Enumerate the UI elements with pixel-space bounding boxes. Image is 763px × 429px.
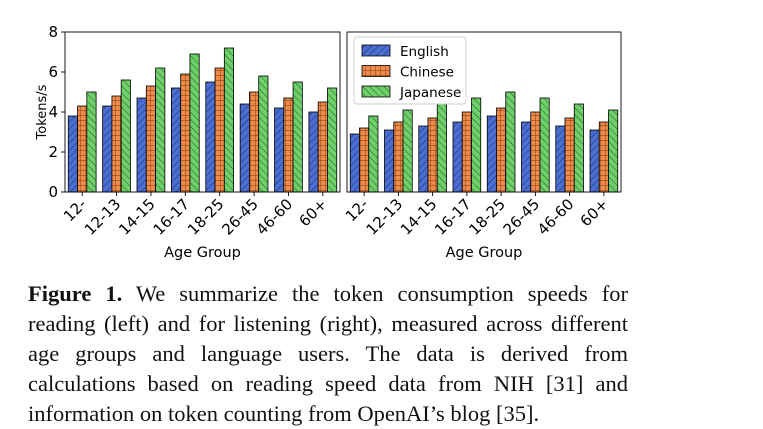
x-tick-label-18-25: 18-25 (184, 195, 228, 239)
legend-label-japanese: Japanese (399, 85, 461, 101)
bar-chinese-46-60-hatch (283, 97, 294, 193)
x-tick-label-60: 60+ (577, 195, 612, 230)
bar-english-46-60-hatch (555, 125, 566, 193)
bar-english-12-13-hatch (102, 105, 113, 193)
x-tick-label-26-45: 26-45 (218, 195, 262, 239)
bar-english-12-13-hatch (384, 129, 395, 193)
y-axis-label: Tokens/s (35, 84, 50, 140)
bar-chinese-12-hatch (359, 127, 370, 193)
x-tick-label-16-17: 16-17 (150, 195, 194, 239)
bar-japanese-26-45-hatch (539, 97, 550, 193)
bar-chinese-14-15-hatch (427, 117, 438, 193)
bar-chinese-18-25-hatch (496, 107, 507, 193)
bar-english-60-hatch (589, 129, 600, 193)
bar-japanese-60-hatch (327, 87, 338, 193)
y-tick-label-4: 4 (48, 103, 58, 121)
bar-japanese-12-hatch (86, 91, 97, 193)
bar-english-60-hatch (308, 111, 319, 193)
bar-japanese-12-hatch (368, 115, 379, 193)
legend-swatch-english-hatch (361, 44, 391, 57)
x-tick-label-12-13: 12-13 (363, 195, 407, 239)
x-tick-label-26-45: 26-45 (500, 195, 544, 239)
caption-label: Figure 1. (28, 281, 123, 306)
x-tick-label-16-17: 16-17 (431, 195, 475, 239)
legend-label-english: English (400, 44, 449, 60)
bar-japanese-18-25-hatch (223, 47, 235, 193)
bar-japanese-12-13-hatch (120, 79, 131, 193)
bar-japanese-14-15-hatch (155, 67, 166, 193)
x-tick-label-46-60: 46-60 (534, 195, 578, 239)
bar-japanese-18-25-hatch (505, 91, 516, 193)
plot-frame (346, 31, 622, 193)
bar-chinese-60-hatch (598, 121, 609, 193)
bar-chinese-18-25-hatch (214, 67, 225, 193)
bar-english-46-60-hatch (274, 107, 285, 193)
legend-swatch-japanese-hatch (361, 85, 391, 98)
bar-japanese-16-17-hatch (471, 97, 482, 193)
bar-chinese-26-45-hatch (530, 111, 541, 193)
bar-chinese-14-15-hatch (145, 85, 156, 193)
figure-caption: Figure 1. We summarize the token consump… (28, 279, 628, 429)
legend-swatch-chinese-hatch (361, 65, 391, 77)
bar-chinese-60-hatch (317, 101, 328, 193)
y-tick-label-2: 2 (48, 143, 58, 161)
bar-japanese-46-60-hatch (292, 81, 303, 193)
x-tick-label-14-15: 14-15 (115, 195, 159, 239)
bar-chinese-26-45-hatch (249, 91, 260, 193)
bar-chinese-12-13-hatch (393, 121, 404, 193)
x-tick-label-60: 60+ (296, 195, 331, 230)
bar-chinese-46-60-hatch (564, 117, 575, 193)
bar-english-14-15-hatch (418, 125, 429, 193)
bar-english-18-25-hatch (486, 115, 497, 193)
bar-japanese-46-60-hatch (573, 103, 584, 193)
x-tick-label-12-13: 12-13 (81, 195, 125, 239)
bar-japanese-26-45-hatch (258, 75, 269, 193)
x-axis-label: Age Group (446, 245, 523, 261)
bar-chinese-12-hatch (77, 105, 88, 193)
bar-japanese-14-15-hatch (436, 103, 447, 193)
bar-english-12-hatch (67, 115, 78, 193)
y-tick-label-0: 0 (48, 183, 58, 201)
bar-japanese-12-13-hatch (402, 109, 413, 193)
bar-english-16-17-hatch (170, 87, 182, 193)
x-axis-label: Age Group (164, 245, 241, 261)
bar-japanese-60-hatch (608, 109, 619, 193)
bar-japanese-16-17-hatch (189, 53, 200, 193)
bar-chinese-16-17-hatch (461, 111, 472, 193)
bar-english-18-25-hatch (205, 81, 216, 193)
bar-chinese-16-17-hatch (180, 73, 191, 193)
x-tick-label-18-25: 18-25 (465, 195, 509, 239)
legend-label-chinese: Chinese (400, 65, 454, 81)
x-tick-label-14-15: 14-15 (397, 195, 441, 239)
x-tick-label-46-60: 46-60 (253, 195, 297, 239)
bar-english-26-45-hatch (521, 121, 532, 193)
bar-english-16-17-hatch (452, 121, 463, 193)
bar-english-12-hatch (349, 133, 360, 193)
bar-english-26-45-hatch (239, 103, 250, 193)
y-tick-label-6: 6 (48, 63, 58, 81)
bar-english-14-15-hatch (136, 97, 147, 193)
y-tick-label-8: 8 (48, 23, 58, 41)
bar-chinese-12-13-hatch (111, 95, 122, 193)
